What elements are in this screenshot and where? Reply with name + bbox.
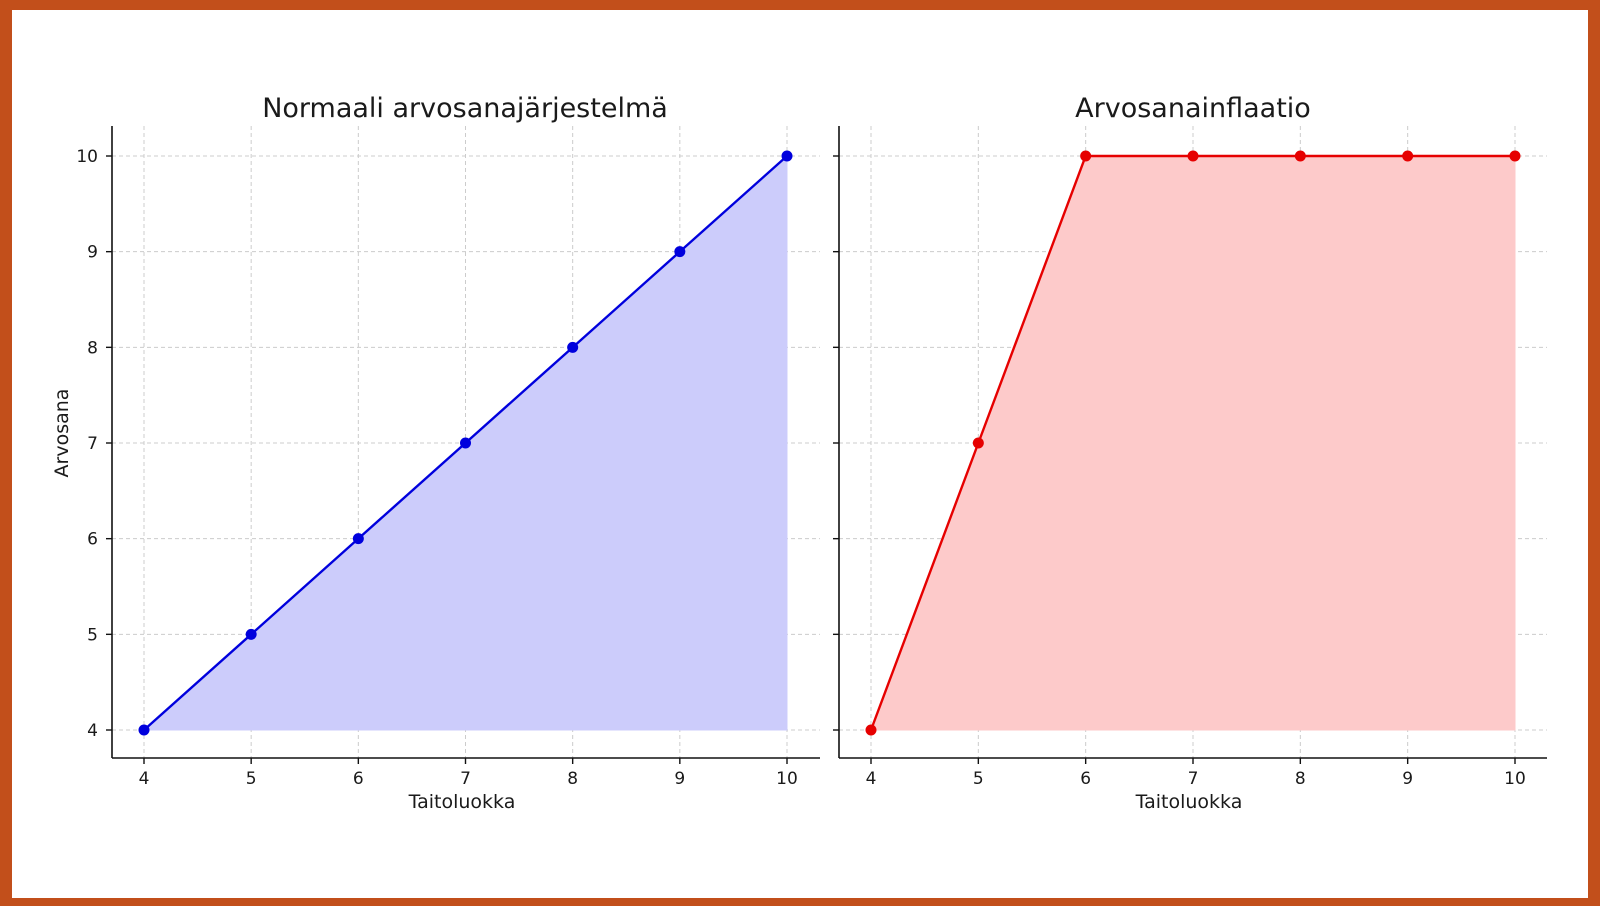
chart-title: Arvosanainflaatio: [1075, 93, 1311, 124]
x-tick-label: 10: [776, 769, 798, 789]
y-tick-label: 7: [87, 434, 98, 454]
x-axis-label: Taitoluokka: [1135, 791, 1243, 813]
y-tick-label: 6: [87, 530, 98, 550]
data-point: [781, 150, 793, 162]
data-point: [1294, 150, 1306, 162]
x-tick-label: 4: [866, 769, 877, 789]
x-tick-label: 9: [1402, 769, 1413, 789]
y-tick-label: 10: [76, 147, 98, 167]
y-tick-label: 5: [87, 625, 98, 645]
data-point: [352, 533, 364, 545]
y-tick-label: 9: [87, 243, 98, 263]
data-point: [1080, 150, 1092, 162]
x-tick-label: 4: [139, 769, 150, 789]
data-point: [972, 437, 984, 449]
x-tick-label: 5: [246, 769, 257, 789]
data-point: [674, 246, 686, 258]
data-point: [567, 341, 579, 353]
data-point: [460, 437, 471, 449]
x-tick-label: 7: [460, 769, 471, 789]
data-point: [1402, 150, 1414, 162]
x-tick-label: 8: [567, 769, 578, 789]
x-axis-label: Taitoluokka: [408, 791, 516, 813]
x-tick-label: 8: [1295, 769, 1306, 789]
y-tick-label: 4: [87, 721, 98, 741]
x-tick-label: 7: [1188, 769, 1199, 789]
x-tick-label: 10: [1504, 769, 1526, 789]
y-axis-label: Arvosana: [51, 389, 73, 478]
y-tick-label: 8: [87, 338, 98, 358]
data-point: [138, 724, 150, 736]
x-tick-label: 9: [674, 769, 685, 789]
data-point: [1187, 150, 1199, 162]
x-tick-label: 5: [973, 769, 984, 789]
data-point: [865, 724, 877, 736]
x-tick-label: 6: [1080, 769, 1091, 789]
x-tick-label: 6: [353, 769, 364, 789]
data-point: [245, 628, 257, 640]
data-point: [1509, 150, 1521, 162]
chart-title: Normaali arvosanajärjestelmä: [262, 93, 668, 124]
